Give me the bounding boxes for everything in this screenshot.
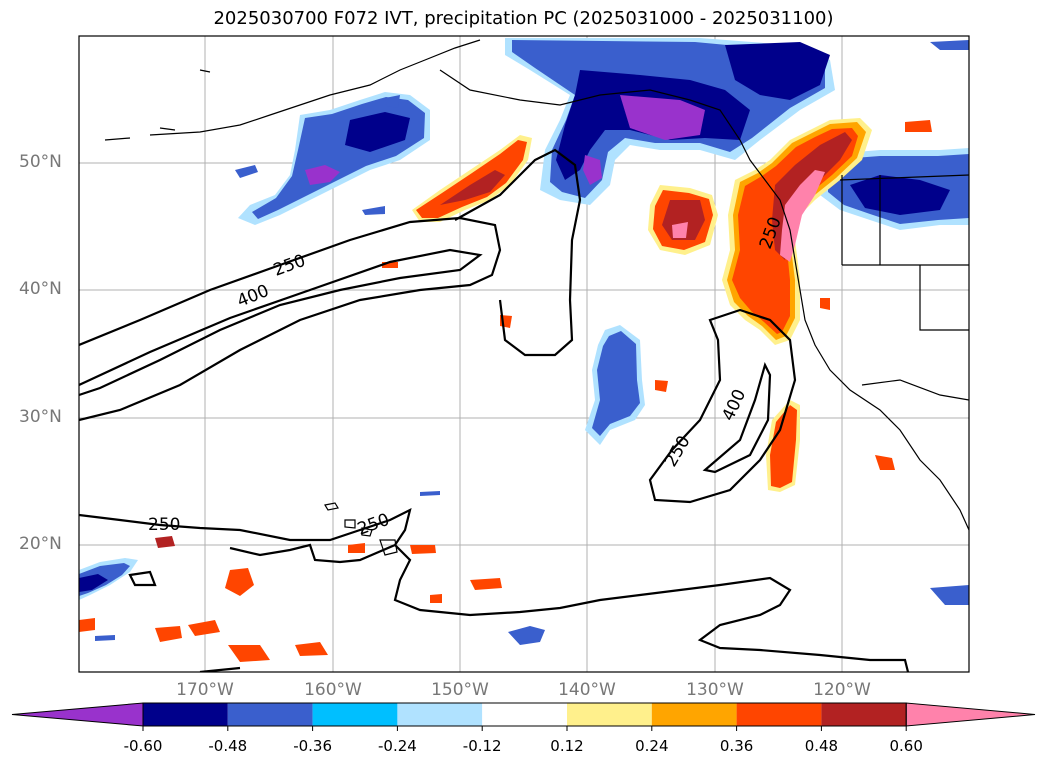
- lon-label: 130°W: [686, 680, 744, 700]
- lat-label: 30°N: [19, 407, 62, 427]
- colorbar-tick-label: -0.60: [123, 737, 163, 755]
- colorbar-extend-max: [905, 702, 1036, 727]
- colorbar-segment: [651, 703, 737, 726]
- colorbar-segment: [143, 703, 228, 726]
- colorbar: [11, 702, 1036, 731]
- colorbar-extend-min: [11, 702, 144, 727]
- lon-label: 150°W: [431, 680, 489, 700]
- map-title: 2025030700 F072 IVT, precipitation PC (2…: [213, 8, 834, 29]
- lon-label: 120°W: [813, 680, 871, 700]
- colorbar-segment: [397, 703, 483, 726]
- colorbar-tick-label: -0.36: [293, 737, 332, 755]
- ivt-contours: [79, 148, 910, 672]
- colorbar-segment: [821, 703, 907, 726]
- colorbar-tick-label: 0.36: [719, 737, 754, 755]
- colorbar-tick-label: -0.12: [462, 737, 502, 755]
- colorbar-tick-label: -0.24: [377, 737, 417, 755]
- colorbar-tick-label: 0.12: [550, 737, 584, 755]
- colorbar-segment: [482, 703, 567, 726]
- lat-label: 40°N: [19, 279, 62, 299]
- colorbar-segment: [227, 703, 313, 726]
- map-border: [78, 35, 970, 673]
- contour-label: 250: [148, 515, 180, 535]
- lat-label: 20°N: [19, 534, 62, 554]
- lon-label: 170°W: [176, 680, 234, 700]
- colorbar-border: [142, 702, 907, 727]
- colorbar-tick-label: -0.48: [208, 737, 248, 755]
- colorbar-segment: [567, 703, 652, 726]
- colorbar-tick-label: 0.48: [804, 737, 839, 755]
- negative-pc-fields: [79, 38, 969, 645]
- colorbar-tick-label: 0.24: [635, 737, 669, 755]
- lon-label: 140°W: [558, 680, 616, 700]
- colorbar-tick-label: 0.60: [889, 737, 923, 755]
- colorbar-segment: [312, 703, 398, 726]
- coastlines: [104, 39, 969, 556]
- colorbar-segment: [736, 703, 822, 726]
- lat-label: 50°N: [19, 152, 62, 172]
- lon-label: 160°W: [304, 680, 362, 700]
